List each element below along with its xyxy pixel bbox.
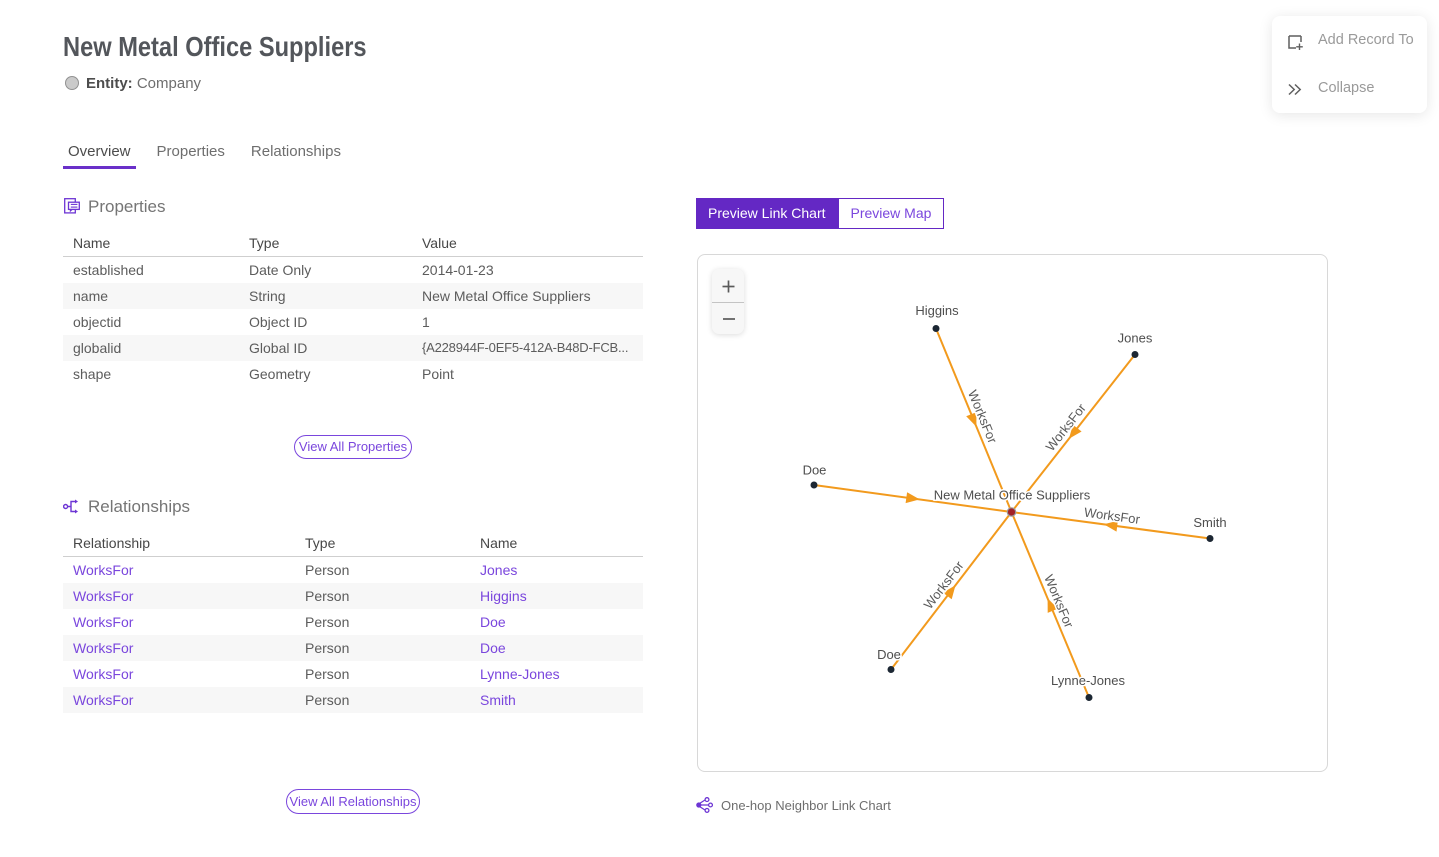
svg-text:Higgins: Higgins xyxy=(915,303,959,318)
svg-text:Doe: Doe xyxy=(803,463,827,478)
svg-text:WorksFor: WorksFor xyxy=(921,558,967,612)
svg-text:WorksFor: WorksFor xyxy=(1043,400,1090,454)
svg-text:Jones: Jones xyxy=(1118,331,1153,346)
svg-text:New Metal Office Suppliers: New Metal Office Suppliers xyxy=(934,488,1091,503)
svg-text:Doe: Doe xyxy=(877,647,901,662)
svg-text:Lynne-Jones: Lynne-Jones xyxy=(1051,673,1125,688)
svg-text:Smith: Smith xyxy=(1193,515,1226,530)
svg-text:WorksFor: WorksFor xyxy=(1041,572,1077,630)
